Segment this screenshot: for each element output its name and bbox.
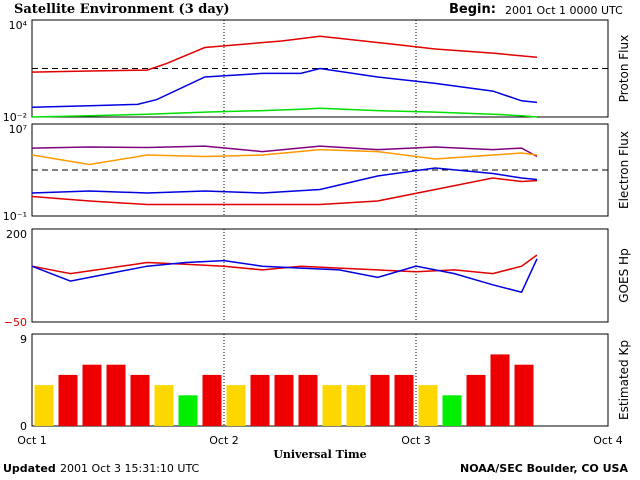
y-tick-label: 10⁴ bbox=[9, 19, 28, 32]
y-tick-label: 10⁷ bbox=[9, 123, 27, 136]
kp-bar bbox=[274, 374, 294, 426]
y-tick-label: 10⁻¹ bbox=[3, 210, 27, 223]
kp-bar bbox=[490, 354, 510, 426]
kp-bar bbox=[418, 385, 438, 426]
series-line bbox=[31, 35, 538, 73]
kp-bar bbox=[346, 385, 366, 426]
y-axis-label: Electron Flux bbox=[617, 131, 631, 209]
kp-bar bbox=[370, 374, 390, 426]
kp-bar bbox=[154, 385, 174, 426]
panel-kp: 9 0 Estimated Kp bbox=[20, 333, 631, 433]
x-tick-label: Oct 1 bbox=[17, 434, 47, 447]
panel-frame bbox=[31, 228, 609, 323]
series-line bbox=[31, 67, 538, 109]
kp-bar bbox=[514, 364, 534, 426]
series-line bbox=[31, 145, 538, 158]
begin-value: 2001 Oct 1 0000 UTC bbox=[505, 4, 623, 17]
y-tick-label: −50 bbox=[4, 316, 27, 329]
kp-bar bbox=[466, 374, 486, 426]
updated-label: Updated bbox=[3, 462, 56, 475]
kp-bar bbox=[298, 374, 318, 426]
kp-bar bbox=[106, 364, 126, 426]
begin-label: Begin: bbox=[449, 2, 496, 17]
series-line bbox=[31, 254, 538, 275]
kp-bar bbox=[202, 374, 222, 426]
panel-proton: 10⁴ 10⁻² Proton Flux bbox=[3, 19, 631, 124]
y-tick-label: 0 bbox=[20, 420, 27, 433]
kp-bar bbox=[442, 395, 462, 426]
y-tick-label: 10⁻² bbox=[3, 111, 27, 124]
y-tick-label: 200 bbox=[6, 228, 27, 241]
chart-title: Satellite Environment (3 day) bbox=[14, 2, 230, 17]
series-line bbox=[31, 167, 538, 194]
y-axis-label: GOES Hp bbox=[617, 248, 631, 302]
kp-bar bbox=[34, 385, 54, 426]
kp-bar bbox=[82, 364, 102, 426]
panel-electron: 10⁷ 10⁻¹ Electron Flux bbox=[3, 123, 631, 223]
kp-bar bbox=[178, 395, 198, 426]
kp-bar bbox=[226, 385, 246, 426]
x-axis-label: Universal Time bbox=[273, 448, 366, 461]
series-line bbox=[31, 258, 538, 294]
updated-value: 2001 Oct 3 15:31:10 UTC bbox=[60, 462, 200, 475]
kp-bar bbox=[130, 374, 150, 426]
x-tick-label: Oct 3 bbox=[401, 434, 431, 447]
series-line bbox=[31, 177, 538, 206]
x-tick-label: Oct 4 bbox=[593, 434, 623, 447]
kp-bar bbox=[250, 374, 270, 426]
credit-text: NOAA/SEC Boulder, CO USA bbox=[460, 462, 628, 475]
panel-frame bbox=[31, 333, 609, 427]
y-axis-label: Estimated Kp bbox=[617, 340, 631, 420]
x-tick-label: Oct 2 bbox=[209, 434, 239, 447]
series-line bbox=[31, 148, 538, 166]
y-axis-label: Proton Flux bbox=[617, 35, 631, 102]
series-line bbox=[31, 107, 538, 118]
y-tick-label: 9 bbox=[20, 333, 27, 346]
kp-bar bbox=[58, 374, 78, 426]
kp-bar bbox=[322, 385, 342, 426]
kp-bar bbox=[394, 374, 414, 426]
panel-hp: 200 −50 GOES Hp bbox=[4, 228, 631, 329]
